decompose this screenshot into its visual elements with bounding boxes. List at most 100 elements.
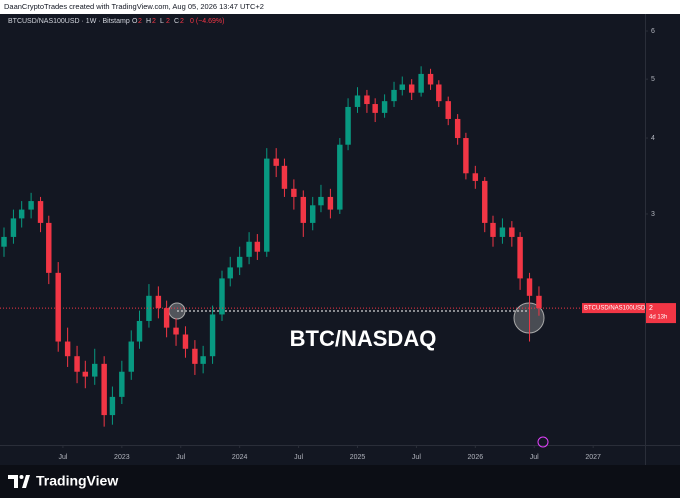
candle-body [517, 236, 523, 279]
x-tick-label: 2024 [232, 454, 248, 461]
price-label-box [646, 303, 676, 324]
candle-body [509, 227, 515, 237]
candle-body [281, 165, 288, 189]
candle-body [236, 256, 243, 268]
candle-body [246, 241, 252, 257]
candle-body [399, 84, 405, 90]
candle-body [209, 314, 216, 357]
legend-value: 2 [180, 18, 184, 25]
y-tick-label: 4 [651, 135, 655, 142]
candle-body [219, 278, 225, 315]
legend-value: 2 [138, 18, 142, 25]
candle-body [128, 341, 134, 372]
y-tick-label: 5 [651, 76, 655, 83]
candle-body [37, 201, 44, 223]
attribution-bar [0, 0, 680, 14]
legend-value: 2 [152, 18, 156, 25]
price-label-price: 2 [649, 305, 653, 312]
candle-body [109, 396, 116, 416]
price-label-countdown: 4d 13h [649, 315, 667, 321]
candle-body [499, 227, 506, 237]
x-tick-label: 2027 [585, 454, 601, 461]
candle-body [227, 267, 233, 279]
event-icon [537, 436, 549, 448]
candle-body [391, 89, 397, 102]
legend-key: H [146, 18, 151, 25]
candle-body [454, 118, 461, 139]
y-tick-label: 6 [651, 28, 655, 35]
candle-body [119, 371, 125, 397]
candle-body [182, 334, 189, 349]
candle-body [490, 222, 496, 237]
candle-body [300, 196, 307, 223]
candle-body [192, 348, 198, 364]
candle-body [136, 320, 143, 342]
candle-body [364, 95, 370, 105]
candle-body [427, 73, 434, 85]
attribution: DaanCryptoTrades created with TradingVie… [4, 2, 264, 11]
candle-body [526, 278, 533, 296]
candle-body [46, 222, 52, 273]
candle-body [381, 101, 388, 113]
legend-title: BTCUSD/NAS100USD · 1W · Bitstamp [8, 18, 130, 25]
candle-body [273, 158, 279, 166]
x-tick-label: Jul [530, 454, 539, 461]
candle-body [82, 371, 89, 377]
candle-body [101, 363, 107, 416]
candle-body [354, 95, 361, 107]
highlight-circle [513, 302, 545, 334]
candle-body [418, 73, 424, 93]
x-tick-label: Jul [176, 454, 185, 461]
candle-body [445, 101, 451, 119]
x-tick-label: 2025 [350, 454, 366, 461]
candle-body [163, 308, 170, 328]
x-tick-label: 2023 [114, 454, 130, 461]
y-tick-label: 3 [651, 211, 655, 218]
candle-body [327, 196, 334, 210]
x-tick-label: Jul [412, 454, 421, 461]
brand: TradingView [36, 473, 118, 489]
candle-body [200, 356, 206, 364]
highlight-circle [168, 302, 186, 320]
legend-key: L [160, 18, 164, 25]
candle-body [146, 295, 152, 321]
candle-body [28, 201, 34, 210]
legend-change: 0 (−4.69%) [190, 18, 224, 25]
candle-body [372, 104, 378, 113]
candle-body [463, 138, 469, 174]
candle-body [55, 272, 61, 342]
x-tick-label: Jul [294, 454, 303, 461]
candle-body [436, 84, 442, 102]
x-tick-label: Jul [58, 454, 67, 461]
price-label-symbol: BTCUSD/NAS100USD [584, 306, 646, 312]
legend-key: C [174, 18, 179, 25]
candle-body [18, 209, 25, 219]
candle-body [536, 295, 542, 309]
candle-body [482, 180, 488, 223]
candle-body [318, 196, 324, 206]
candle-body [345, 106, 351, 145]
candle-body [337, 144, 343, 210]
candle-body [173, 327, 179, 335]
candle-body [10, 218, 17, 237]
x-tick-label: 2026 [468, 454, 484, 461]
candle-body [310, 205, 316, 223]
candle-body [92, 363, 98, 377]
footer [0, 465, 680, 498]
candle-body [472, 173, 479, 181]
brand-logo [8, 475, 30, 488]
legend-value: 2 [166, 18, 170, 25]
candle-body [64, 341, 71, 357]
candle-body [291, 188, 297, 197]
legend-key: O [132, 18, 138, 25]
candle-body [74, 356, 80, 372]
price-label-box [582, 303, 645, 314]
candle-body [264, 158, 270, 252]
candle-body [1, 236, 7, 247]
candle-body [408, 84, 415, 93]
candle-body [155, 295, 162, 309]
candle-body [254, 241, 261, 252]
